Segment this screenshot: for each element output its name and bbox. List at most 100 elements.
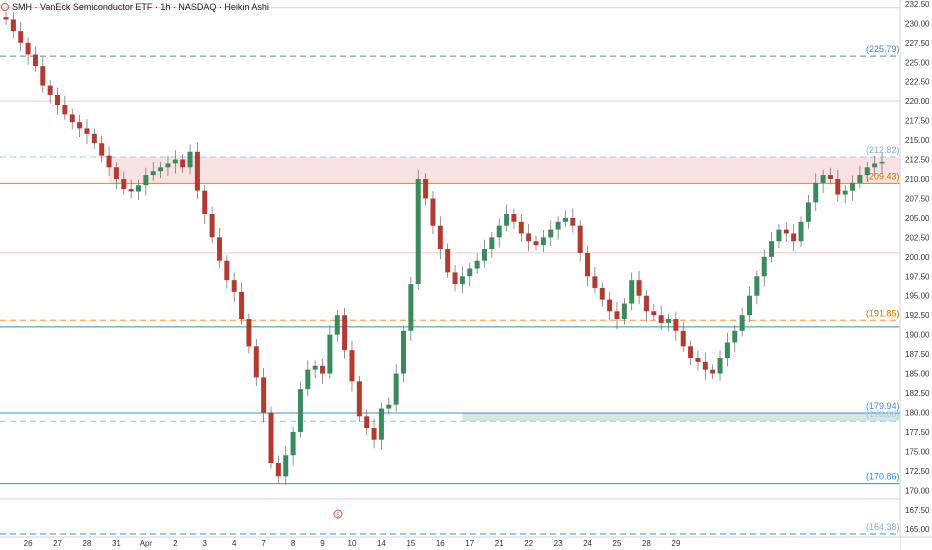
candle[interactable] (673, 311, 679, 341)
candle[interactable] (209, 206, 215, 243)
candle[interactable] (99, 135, 105, 163)
candle[interactable] (32, 47, 38, 72)
candle[interactable] (91, 128, 97, 149)
candle[interactable] (194, 142, 200, 200)
candle[interactable] (658, 305, 664, 330)
candle[interactable] (724, 333, 730, 367)
candle[interactable] (688, 340, 694, 366)
candle[interactable] (423, 173, 429, 206)
candle[interactable] (570, 208, 576, 233)
candle[interactable] (496, 218, 502, 248)
candle[interactable] (40, 56, 46, 93)
candle[interactable] (415, 169, 421, 290)
candle[interactable] (827, 167, 833, 185)
candle[interactable] (401, 325, 407, 383)
candle[interactable] (10, 12, 16, 39)
candle[interactable] (776, 224, 782, 249)
candle[interactable] (386, 397, 392, 415)
candle[interactable] (835, 169, 841, 202)
candle[interactable] (548, 220, 554, 246)
candle[interactable] (297, 381, 303, 438)
candle[interactable] (364, 408, 370, 436)
candle[interactable] (791, 224, 797, 252)
candle[interactable] (231, 272, 237, 302)
candle[interactable] (621, 298, 627, 325)
candle[interactable] (378, 403, 384, 450)
candle[interactable] (55, 87, 61, 116)
candle[interactable] (629, 272, 635, 311)
candle[interactable] (481, 239, 487, 268)
candle[interactable] (452, 264, 458, 292)
candle[interactable] (239, 282, 245, 325)
candle[interactable] (342, 307, 348, 359)
candle[interactable] (555, 216, 561, 240)
candle[interactable] (349, 340, 355, 392)
candle[interactable] (489, 231, 495, 258)
candle[interactable] (408, 276, 414, 341)
candle[interactable] (842, 185, 848, 204)
candle[interactable] (739, 307, 745, 337)
candle[interactable] (879, 152, 885, 174)
candle[interactable] (180, 154, 186, 173)
candle[interactable] (283, 445, 289, 485)
candle[interactable] (305, 360, 311, 397)
candle[interactable] (224, 255, 230, 289)
candle[interactable] (533, 235, 539, 251)
candle[interactable] (562, 210, 568, 228)
candle[interactable] (857, 165, 863, 189)
candle[interactable] (18, 21, 24, 52)
candle[interactable] (746, 286, 752, 323)
candle[interactable] (643, 290, 649, 322)
candle[interactable] (459, 266, 465, 293)
candle[interactable] (106, 146, 112, 176)
candle[interactable] (511, 208, 517, 229)
candle[interactable] (850, 175, 856, 201)
candle[interactable] (783, 222, 789, 243)
candle[interactable] (136, 179, 142, 201)
candle[interactable] (3, 11, 9, 25)
candle[interactable] (592, 266, 598, 294)
candle[interactable] (275, 455, 281, 484)
candle[interactable] (69, 108, 75, 130)
candle[interactable] (320, 358, 326, 384)
candle[interactable] (268, 407, 274, 469)
candle[interactable] (695, 350, 701, 371)
candle[interactable] (614, 301, 620, 330)
candle[interactable] (371, 418, 377, 449)
candle[interactable] (805, 194, 811, 229)
candle[interactable] (143, 167, 149, 196)
candle[interactable] (253, 338, 259, 387)
candle[interactable] (158, 161, 164, 179)
candle[interactable] (393, 364, 399, 412)
candle[interactable] (430, 191, 436, 235)
candle[interactable] (445, 243, 451, 278)
candle[interactable] (702, 352, 708, 380)
candle[interactable] (150, 161, 156, 181)
candle[interactable] (334, 309, 340, 342)
candle[interactable] (518, 214, 524, 243)
candle[interactable] (47, 80, 53, 104)
candle[interactable] (261, 368, 267, 423)
candle[interactable] (216, 228, 222, 268)
candle[interactable] (680, 321, 686, 352)
candle[interactable] (636, 270, 642, 305)
candle[interactable] (526, 224, 532, 252)
candle[interactable] (754, 270, 760, 305)
candle[interactable] (113, 161, 119, 190)
candle[interactable] (327, 325, 333, 380)
candle[interactable] (540, 229, 546, 253)
candle[interactable] (710, 364, 716, 380)
candle[interactable] (732, 325, 738, 353)
candle[interactable] (607, 292, 613, 320)
candle[interactable] (813, 173, 819, 211)
candle[interactable] (761, 249, 767, 287)
candle[interactable] (717, 350, 723, 381)
candle[interactable] (872, 156, 878, 176)
candle[interactable] (84, 119, 90, 144)
candle[interactable] (202, 185, 208, 225)
candle[interactable] (356, 375, 362, 422)
candles-layer[interactable] (3, 11, 885, 485)
candle[interactable] (437, 216, 443, 260)
candle[interactable] (172, 150, 178, 174)
